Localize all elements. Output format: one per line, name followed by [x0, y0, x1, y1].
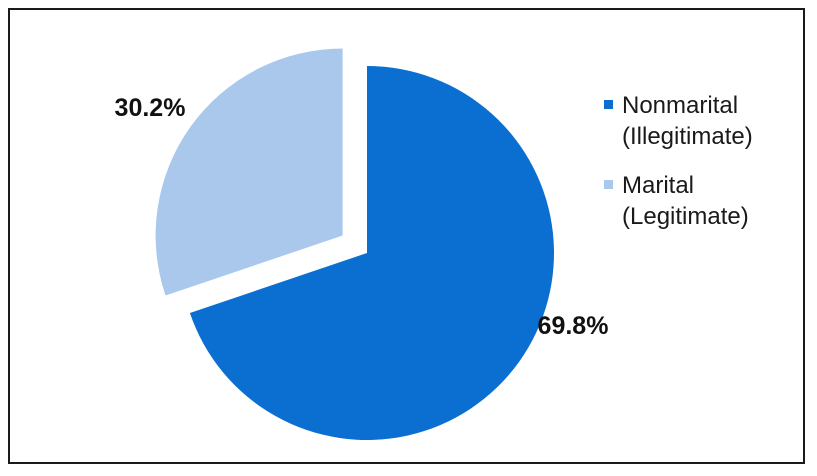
chart-frame: 69.8% 30.2% Nonmarital (Illegitimate) Mar… [8, 8, 805, 464]
legend-label-nonmarital-line1: Nonmarital [622, 92, 739, 119]
legend-label-nonmarital-line2: (Illegitimate) [622, 123, 753, 150]
legend-swatch-nonmarital [604, 100, 613, 109]
legend-item-nonmarital: Nonmarital (Illegitimate) [604, 90, 804, 152]
pie-chart: 69.8% 30.2% [115, 48, 609, 441]
legend: Nonmarital (Illegitimate) Marital (Legit… [604, 90, 804, 250]
legend-label-marital-line2: (Legitimate) [622, 203, 749, 230]
legend-label-marital-line1: Marital [622, 172, 695, 199]
data-label-marital: 30.2% [115, 94, 186, 122]
data-label-nonmarital: 69.8% [538, 312, 609, 340]
legend-item-marital: Marital (Legitimate) [604, 170, 804, 232]
pie-slice-nonmarital [189, 66, 554, 441]
legend-swatch-marital [604, 180, 613, 189]
pie-slice-marital [155, 48, 343, 296]
